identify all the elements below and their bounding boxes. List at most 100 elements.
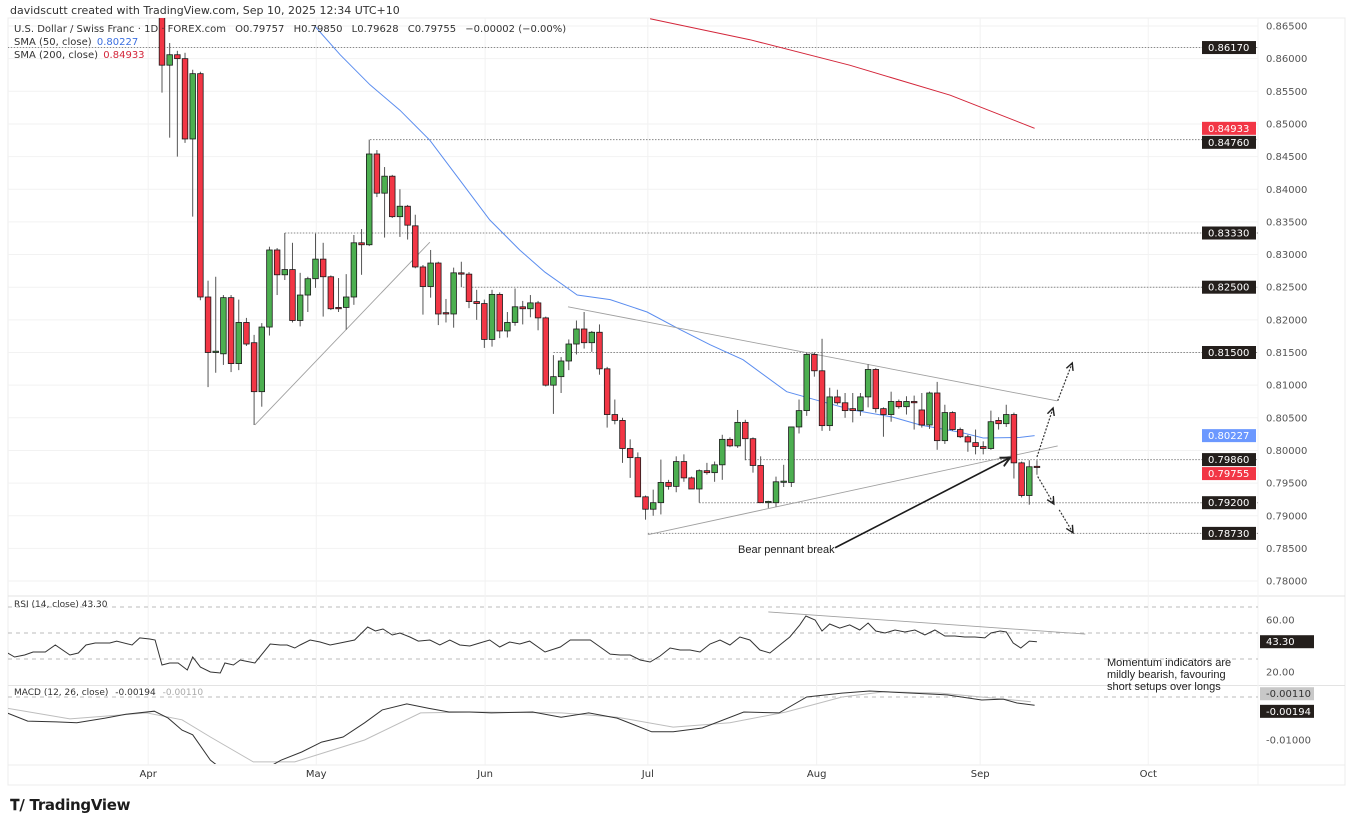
candle[interactable] [803,352,810,416]
candle[interactable] [596,324,603,375]
projection-arrow[interactable] [1036,408,1053,458]
candle[interactable] [811,352,818,377]
candle[interactable] [212,276,219,373]
bear-pennant-annotation[interactable]: Bear pennant break [738,544,835,556]
candle[interactable] [910,395,918,430]
candle[interactable] [481,299,488,348]
candle[interactable] [550,355,557,414]
candle[interactable] [933,381,941,450]
candle[interactable] [220,295,227,365]
candle[interactable] [964,434,972,452]
candle[interactable] [1003,404,1010,427]
symbol-legend[interactable]: U.S. Dollar / Swiss Franc · 1D · FOREX.c… [14,24,566,36]
candle[interactable] [841,392,849,418]
candle[interactable] [419,264,427,315]
macd-line[interactable] [7,690,1035,783]
candle[interactable] [312,233,319,288]
rsi-legend[interactable]: RSI (14, close) 43.30 [14,600,108,610]
candle[interactable] [496,292,503,339]
candle[interactable] [626,439,634,478]
candle[interactable] [404,204,411,240]
trendline[interactable] [647,445,1058,536]
candle[interactable] [250,334,258,425]
candle[interactable] [465,272,473,309]
candle[interactable] [619,417,626,463]
candle[interactable] [342,274,350,330]
candle[interactable] [1018,461,1025,498]
candle[interactable] [987,410,995,450]
candle[interactable] [972,429,979,455]
candle[interactable] [818,338,826,431]
candle[interactable] [527,295,534,318]
candle[interactable] [1010,412,1018,479]
candle[interactable] [673,456,680,493]
sma50-legend[interactable]: SMA (50, close) 0.80227 [14,37,138,49]
candle[interactable] [396,189,404,237]
trendline[interactable] [567,306,1057,402]
candle[interactable] [534,300,542,331]
candle[interactable] [849,392,856,423]
candle[interactable] [903,396,910,415]
candle[interactable] [573,320,580,355]
candle[interactable] [504,312,511,338]
candle[interactable] [281,233,288,281]
sma200-line[interactable] [649,18,1035,129]
candle[interactable] [864,364,872,408]
candle[interactable] [1033,460,1041,475]
macd-signal-line[interactable] [7,691,1031,763]
candle[interactable] [519,300,526,325]
candle[interactable] [834,389,841,405]
projection-arrow[interactable] [1058,509,1073,533]
candle[interactable] [542,316,549,387]
candle[interactable] [680,454,688,482]
macd-legend[interactable]: MACD (12, 26, close) -0.00194 -0.00110 [14,688,203,698]
candle[interactable] [857,392,864,416]
candle[interactable] [949,411,956,431]
candle[interactable] [158,6,166,93]
candle[interactable] [189,69,196,217]
trendline[interactable] [254,241,431,426]
candle[interactable] [688,476,695,490]
candle[interactable] [795,399,803,434]
candle[interactable] [488,289,496,347]
candle[interactable] [358,229,365,275]
candle[interactable] [703,462,711,475]
candle[interactable] [412,214,419,269]
candle[interactable] [1026,460,1033,505]
candle[interactable] [887,391,895,422]
candle[interactable] [435,261,442,326]
candle[interactable] [726,437,734,448]
candle[interactable] [611,399,619,425]
candle[interactable] [926,391,933,429]
candle[interactable] [266,246,273,336]
candle[interactable] [473,289,480,320]
candle[interactable] [389,174,396,218]
candle[interactable] [603,366,611,428]
candle[interactable] [350,234,358,305]
candle[interactable] [557,357,565,393]
candle[interactable] [373,150,381,198]
candle[interactable] [642,495,649,520]
candle[interactable] [980,441,987,455]
candle[interactable] [665,479,672,490]
candle[interactable] [289,242,296,323]
candle[interactable] [757,456,764,504]
tradingview-logo[interactable]: 𝐓∕ TradingView [10,796,130,814]
rsi-line[interactable] [8,615,1037,674]
candle[interactable] [304,276,312,313]
candle[interactable] [296,272,304,327]
candle[interactable] [788,426,795,488]
candle[interactable] [381,167,388,238]
candle[interactable] [711,461,718,482]
candle[interactable] [872,368,879,413]
candle[interactable] [258,323,265,407]
candle[interactable] [327,275,335,311]
candle[interactable] [565,339,572,371]
candle[interactable] [880,407,887,437]
candle[interactable] [895,399,902,409]
candle[interactable] [227,295,235,373]
candle[interactable] [458,261,465,288]
candle[interactable] [780,464,787,488]
momentum-note[interactable]: Momentum indicators are mildly bearish, … [1107,657,1231,693]
candle[interactable] [319,242,327,317]
